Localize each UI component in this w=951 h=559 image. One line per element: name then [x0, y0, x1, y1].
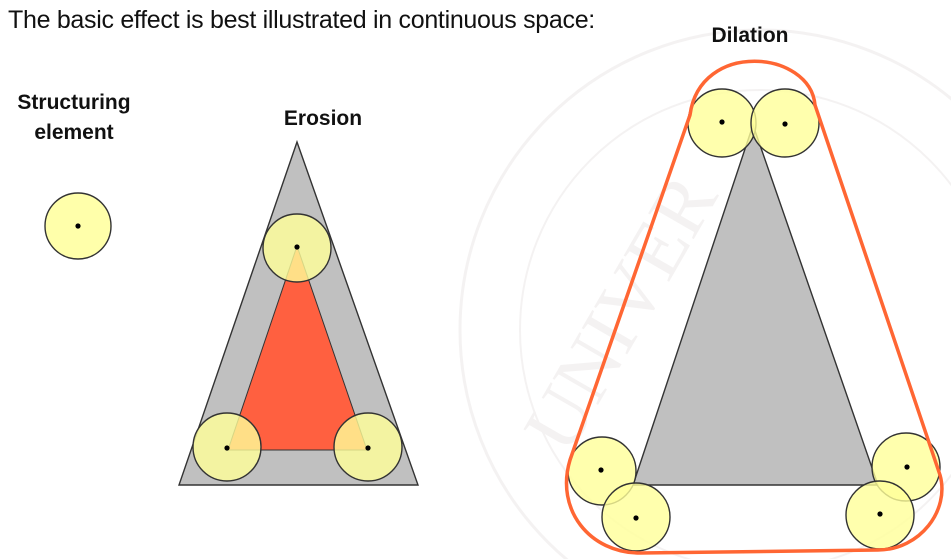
- dilation-result-outline: [564, 59, 944, 555]
- dilation-original-shape: [632, 122, 879, 486]
- heading: The basic effect is best illustrated in …: [8, 6, 595, 34]
- structuring-element-label: Structuring element: [17, 91, 131, 144]
- dilation-label: Dilation: [711, 24, 789, 47]
- erosion-result-shape: [227, 244, 368, 451]
- dilation-figure: [564, 59, 944, 555]
- erosion-label: Erosion: [283, 107, 363, 130]
- structuring-element: [44, 192, 112, 260]
- erosion-figure: [178, 139, 419, 486]
